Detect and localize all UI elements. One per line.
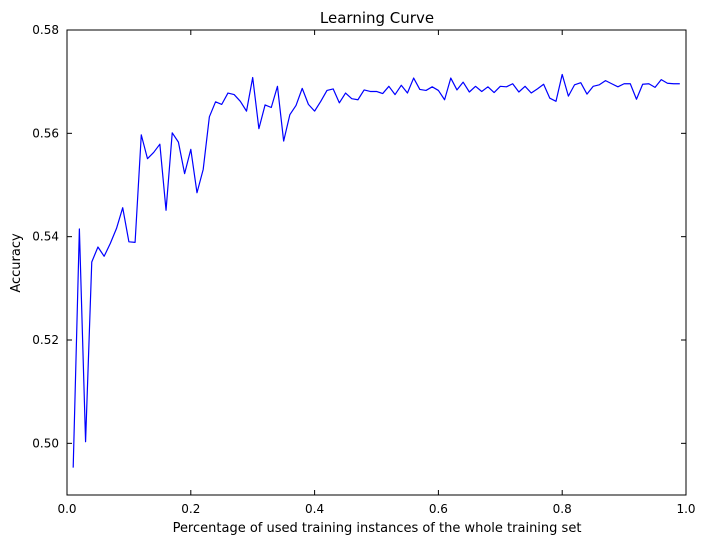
y-tick-label: 0.52 <box>32 333 59 347</box>
x-tick-label: 0.6 <box>429 502 448 516</box>
x-tick-label: 1.0 <box>676 502 695 516</box>
y-axis-label: Accuracy <box>9 233 24 293</box>
chart-title: Learning Curve <box>320 9 434 27</box>
axis-ticks: 0.0 0.2 0.4 0.6 0.8 1.0 0.50 0.52 0.54 0.56 0.58 <box>32 23 695 516</box>
x-tick-label: 0.4 <box>305 502 324 516</box>
plot-area-frame <box>66 29 687 496</box>
x-tick-label: 0.8 <box>553 502 572 516</box>
y-tick-label: 0.58 <box>32 23 59 37</box>
x-axis-label: Percentage of used training instances of… <box>173 521 582 536</box>
y-tick-label: 0.56 <box>32 126 59 140</box>
x-tick-label: 0.0 <box>57 502 76 516</box>
accuracy-series-line <box>72 73 680 468</box>
y-tick-label: 0.54 <box>32 230 59 244</box>
y-tick-label: 0.50 <box>32 436 59 450</box>
x-tick-label: 0.2 <box>181 502 200 516</box>
